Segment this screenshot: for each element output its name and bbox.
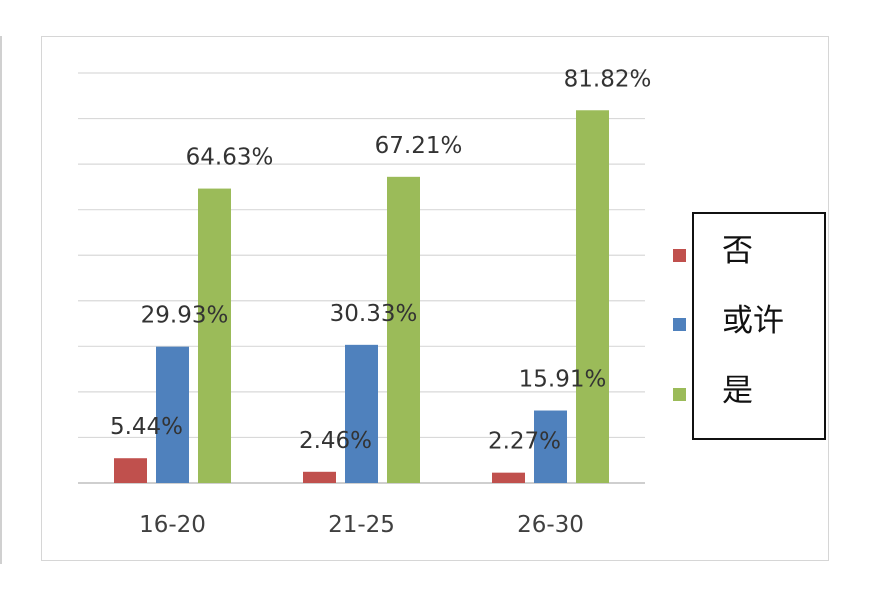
x-tick-label: 16-20: [139, 512, 206, 538]
legend-label-yes: 是: [722, 373, 753, 409]
legend-swatch-maybe: [673, 318, 686, 331]
bar: [576, 110, 609, 484]
data-label: 81.82%: [564, 66, 652, 92]
bar: [303, 471, 336, 483]
legend-label-no: 否: [722, 233, 753, 269]
x-tick-label: 26-30: [517, 512, 584, 538]
bar: [492, 472, 525, 483]
data-label: 5.44%: [110, 414, 183, 440]
chart-frame: [41, 36, 829, 561]
x-tick-label: 21-25: [328, 512, 395, 538]
data-label: 2.46%: [299, 428, 372, 454]
legend-swatch-no: [673, 249, 686, 262]
legend-swatch-yes: [673, 388, 686, 401]
data-label: 29.93%: [141, 303, 229, 329]
legend-label-maybe: 或许: [722, 303, 784, 339]
bar: [345, 344, 378, 483]
legend: 否 或许 是: [673, 212, 826, 440]
data-label: 15.91%: [519, 367, 607, 393]
bar: [387, 176, 420, 483]
bar: [198, 188, 231, 483]
bar: [156, 346, 189, 483]
bar: [534, 410, 567, 483]
data-label: 64.63%: [186, 145, 274, 171]
left-border: [0, 36, 2, 564]
bar: [114, 458, 147, 483]
data-label: 30.33%: [330, 301, 418, 327]
data-label: 2.27%: [488, 429, 561, 455]
data-label: 67.21%: [375, 133, 463, 159]
